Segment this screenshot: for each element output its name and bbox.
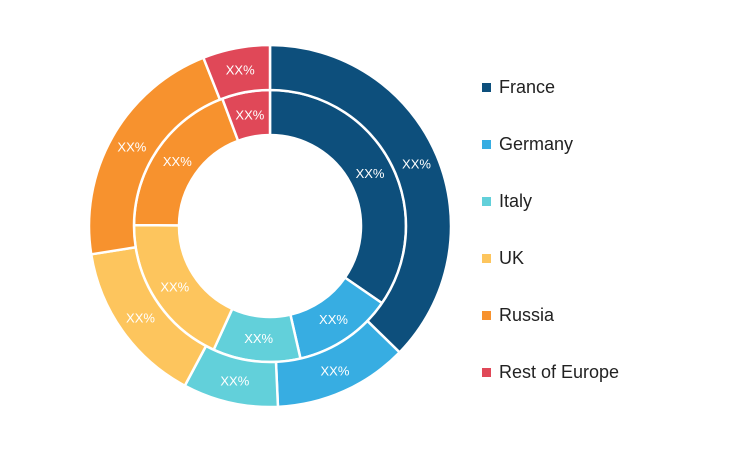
legend-swatch-france xyxy=(482,83,491,92)
legend-label-russia: Russia xyxy=(499,305,555,325)
legend: France Germany Italy UK Russia Rest of E… xyxy=(482,72,619,414)
outer-label-italy: XX% xyxy=(220,374,249,389)
legend-item-rest-of-europe: Rest of Europe xyxy=(482,357,619,414)
legend-item-germany: Germany xyxy=(482,129,619,186)
legend-label-rest-of-europe: Rest of Europe xyxy=(499,362,620,382)
inner-label-uk: XX% xyxy=(160,279,189,294)
legend-item-uk: UK xyxy=(482,243,619,300)
legend-item-france: France xyxy=(482,72,619,129)
legend-swatch-uk xyxy=(482,254,491,263)
legend-label-italy: Italy xyxy=(499,191,533,211)
outer-slice-france xyxy=(268,43,453,354)
legend-swatch-russia xyxy=(482,311,491,320)
outer-label-uk: XX% xyxy=(126,311,155,326)
inner-label-france: XX% xyxy=(356,166,385,181)
outer-label-rest-of-europe: XX% xyxy=(226,62,255,77)
outer-label-germany: XX% xyxy=(321,364,350,379)
outer-label-france: XX% xyxy=(402,157,431,172)
outer-label-russia: XX% xyxy=(117,140,146,155)
legend-label-france: France xyxy=(499,77,556,97)
legend-swatch-rest-of-europe xyxy=(482,368,491,377)
legend-item-italy: Italy xyxy=(482,186,619,243)
legend-label-germany: Germany xyxy=(499,134,574,154)
legend-label-uk: UK xyxy=(499,248,525,268)
outer-slice-rest-of-europe xyxy=(202,43,272,101)
legend-swatch-italy xyxy=(482,197,491,206)
legend-item-russia: Russia xyxy=(482,300,619,357)
legend-swatch-germany xyxy=(482,140,491,149)
inner-label-rest-of-europe: XX% xyxy=(235,107,264,122)
inner-label-germany: XX% xyxy=(319,312,348,327)
inner-label-italy: XX% xyxy=(244,331,273,346)
inner-label-russia: XX% xyxy=(163,154,192,169)
